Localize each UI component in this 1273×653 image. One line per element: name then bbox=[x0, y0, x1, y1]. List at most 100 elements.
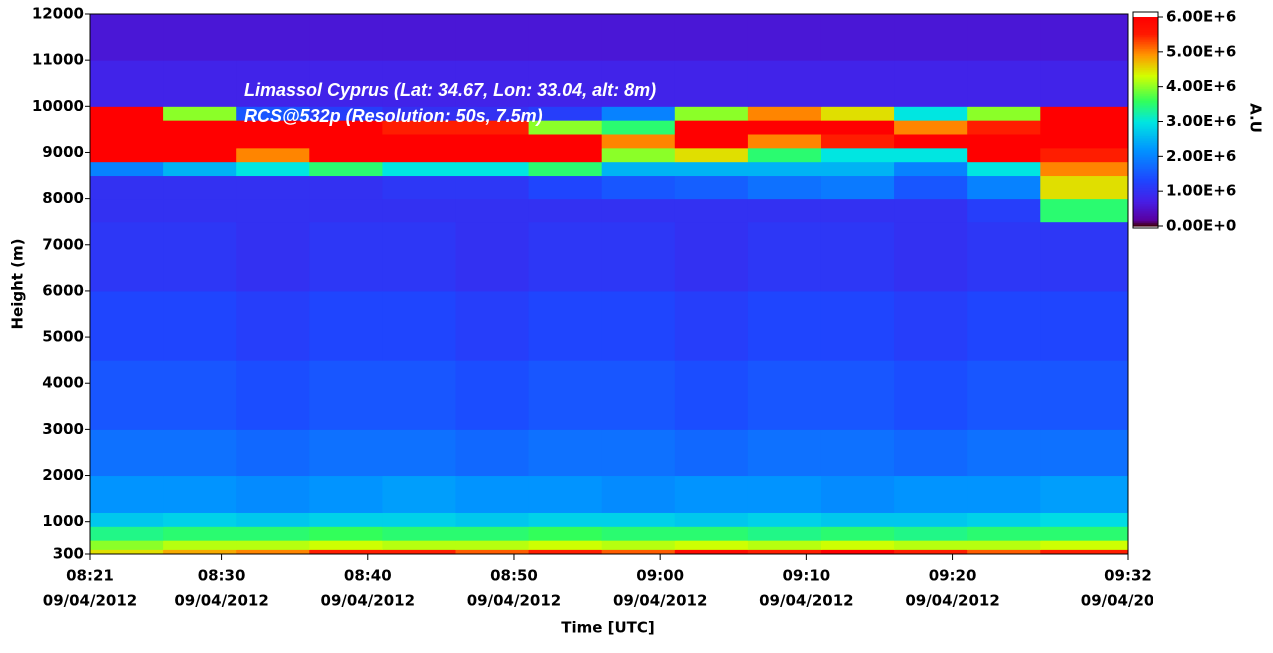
heatmap-cell bbox=[236, 221, 310, 292]
colorbar-swatch bbox=[1133, 208, 1158, 211]
colorbar-swatch bbox=[1133, 206, 1158, 210]
heatmap-cell bbox=[601, 475, 676, 513]
heatmap-cell bbox=[455, 475, 530, 513]
heatmap-cell bbox=[894, 429, 968, 477]
y-tick-label: 9000 bbox=[42, 143, 84, 161]
heatmap-cell bbox=[747, 221, 822, 292]
heatmap-cell bbox=[820, 549, 895, 555]
heatmap-cell bbox=[382, 147, 456, 163]
colorbar-swatch bbox=[1133, 189, 1158, 192]
heatmap-cell bbox=[1040, 198, 1129, 223]
colorbar-swatch bbox=[1133, 114, 1158, 117]
heatmap-cell bbox=[163, 512, 237, 527]
colorbar-swatch bbox=[1133, 198, 1158, 201]
colorbar-swatch bbox=[1133, 98, 1158, 102]
heatmap-cell bbox=[309, 549, 383, 555]
heatmap-cell bbox=[90, 147, 164, 163]
heatmap-cell bbox=[90, 120, 164, 135]
heatmap-cell bbox=[455, 175, 530, 200]
colorbar-swatch bbox=[1133, 219, 1158, 222]
colorbar-swatch bbox=[1133, 215, 1158, 218]
heatmap-cell bbox=[601, 221, 676, 292]
axes: 300 1000 2000 3000 4000 5000 6000 7000 8000 9000 1… bbox=[32, 5, 1153, 610]
heatmap-cell bbox=[163, 106, 237, 121]
y-axis-label: Height (m) bbox=[9, 238, 27, 329]
heatmap-cell bbox=[1040, 360, 1129, 430]
heatmap-cell bbox=[747, 198, 822, 223]
heatmap-cell bbox=[601, 360, 676, 430]
heatmap-cell bbox=[1040, 106, 1129, 121]
heatmap-cell bbox=[309, 540, 383, 550]
heatmap-cell bbox=[820, 106, 895, 121]
colorbar-swatch bbox=[1133, 41, 1158, 44]
heatmap-cell bbox=[674, 429, 749, 477]
colorbar-swatch bbox=[1133, 137, 1158, 140]
x-tick-date: 09/04/2012 bbox=[905, 592, 999, 610]
colorbar-swatch bbox=[1133, 185, 1158, 189]
heatmap-cell bbox=[747, 540, 822, 550]
heatmap-cell bbox=[601, 198, 676, 223]
heatmap-cell bbox=[528, 134, 603, 149]
heatmap-cell bbox=[309, 360, 383, 430]
heatmap-cell bbox=[894, 549, 968, 555]
heatmap-cell bbox=[90, 134, 164, 149]
heatmap-cell bbox=[163, 161, 237, 177]
colorbar-swatch bbox=[1133, 217, 1158, 220]
heatmap-cell bbox=[455, 198, 530, 223]
colorbar-swatch bbox=[1133, 151, 1158, 154]
heatmap-cell bbox=[601, 540, 676, 550]
heatmap-cell bbox=[894, 475, 968, 513]
heatmap-cell bbox=[528, 540, 603, 550]
colorbar-swatch bbox=[1133, 90, 1158, 93]
heatmap-cell bbox=[163, 60, 237, 107]
colorbar-swatch bbox=[1133, 25, 1158, 29]
heatmap-cell bbox=[528, 360, 603, 430]
heatmap-cell bbox=[90, 475, 164, 513]
y-tick-label: 6000 bbox=[42, 281, 84, 299]
heatmap-cell bbox=[455, 134, 530, 149]
heatmap-cell bbox=[967, 290, 1041, 361]
heatmap-cell bbox=[820, 290, 895, 361]
heatmap-cell bbox=[674, 134, 749, 149]
heatmap-cell bbox=[90, 106, 164, 121]
heatmap-cell bbox=[601, 14, 676, 61]
heatmap-cell bbox=[236, 106, 310, 121]
heatmap-cell bbox=[382, 60, 456, 107]
heatmap-cell bbox=[236, 198, 310, 223]
colorbar-swatch bbox=[1133, 145, 1158, 149]
colorbar-swatch bbox=[1133, 36, 1158, 39]
heatmap-cell bbox=[674, 198, 749, 223]
heatmap-cell bbox=[601, 147, 676, 163]
heatmap-cell bbox=[601, 512, 676, 527]
plot-frame bbox=[89, 13, 1129, 555]
heatmap-cell bbox=[309, 106, 383, 121]
x-tick-label: 09:20 bbox=[929, 567, 977, 585]
heatmap-cell bbox=[382, 106, 456, 121]
heatmap-cell bbox=[528, 106, 603, 121]
colorbar-swatch bbox=[1133, 30, 1158, 34]
heatmap-cell bbox=[528, 161, 603, 177]
heatmap-cell bbox=[601, 60, 676, 107]
heatmap bbox=[90, 14, 1129, 555]
colorbar-swatch bbox=[1133, 58, 1158, 62]
heatmap-cell bbox=[820, 14, 895, 61]
heatmap-cell bbox=[674, 549, 749, 555]
heatmap-cell bbox=[1040, 120, 1129, 135]
heatmap-cell bbox=[747, 512, 822, 527]
heatmap-cell bbox=[747, 106, 822, 121]
colorbar-swatch bbox=[1133, 53, 1158, 56]
heatmap-cell bbox=[528, 175, 603, 200]
heatmap-cell bbox=[820, 175, 895, 200]
colorbar-swatch bbox=[1133, 201, 1158, 204]
heatmap-cell bbox=[382, 134, 456, 149]
heatmap-cell bbox=[528, 512, 603, 527]
x-tick-label: 09:32 bbox=[1104, 567, 1152, 585]
heatmap-cell bbox=[163, 475, 237, 513]
heatmap-cell bbox=[967, 134, 1041, 149]
colorbar-swatch bbox=[1133, 109, 1158, 112]
colorbar-swatch bbox=[1133, 163, 1158, 166]
heatmap-cell bbox=[1040, 290, 1129, 361]
heatmap-cell bbox=[967, 198, 1041, 223]
heatmap-cell bbox=[674, 526, 749, 541]
colorbar-swatch bbox=[1133, 222, 1158, 225]
